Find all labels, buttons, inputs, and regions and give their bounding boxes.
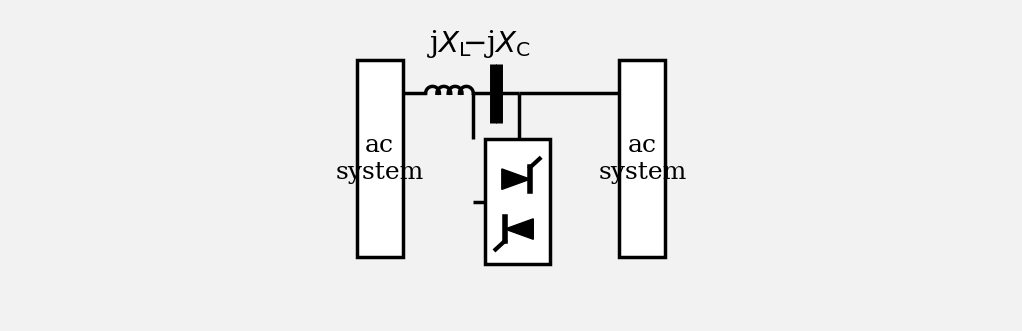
Text: j$\mathit{X}_\mathrm{L}$: j$\mathit{X}_\mathrm{L}$ — [427, 28, 472, 61]
FancyBboxPatch shape — [484, 139, 551, 264]
Polygon shape — [505, 219, 533, 239]
Polygon shape — [502, 169, 530, 189]
FancyBboxPatch shape — [619, 61, 665, 258]
Text: ac
system: ac system — [335, 134, 424, 184]
FancyBboxPatch shape — [357, 61, 403, 258]
Text: $-$j$\mathit{X}_\mathrm{C}$: $-$j$\mathit{X}_\mathrm{C}$ — [462, 28, 530, 61]
Text: ac
system: ac system — [598, 134, 687, 184]
